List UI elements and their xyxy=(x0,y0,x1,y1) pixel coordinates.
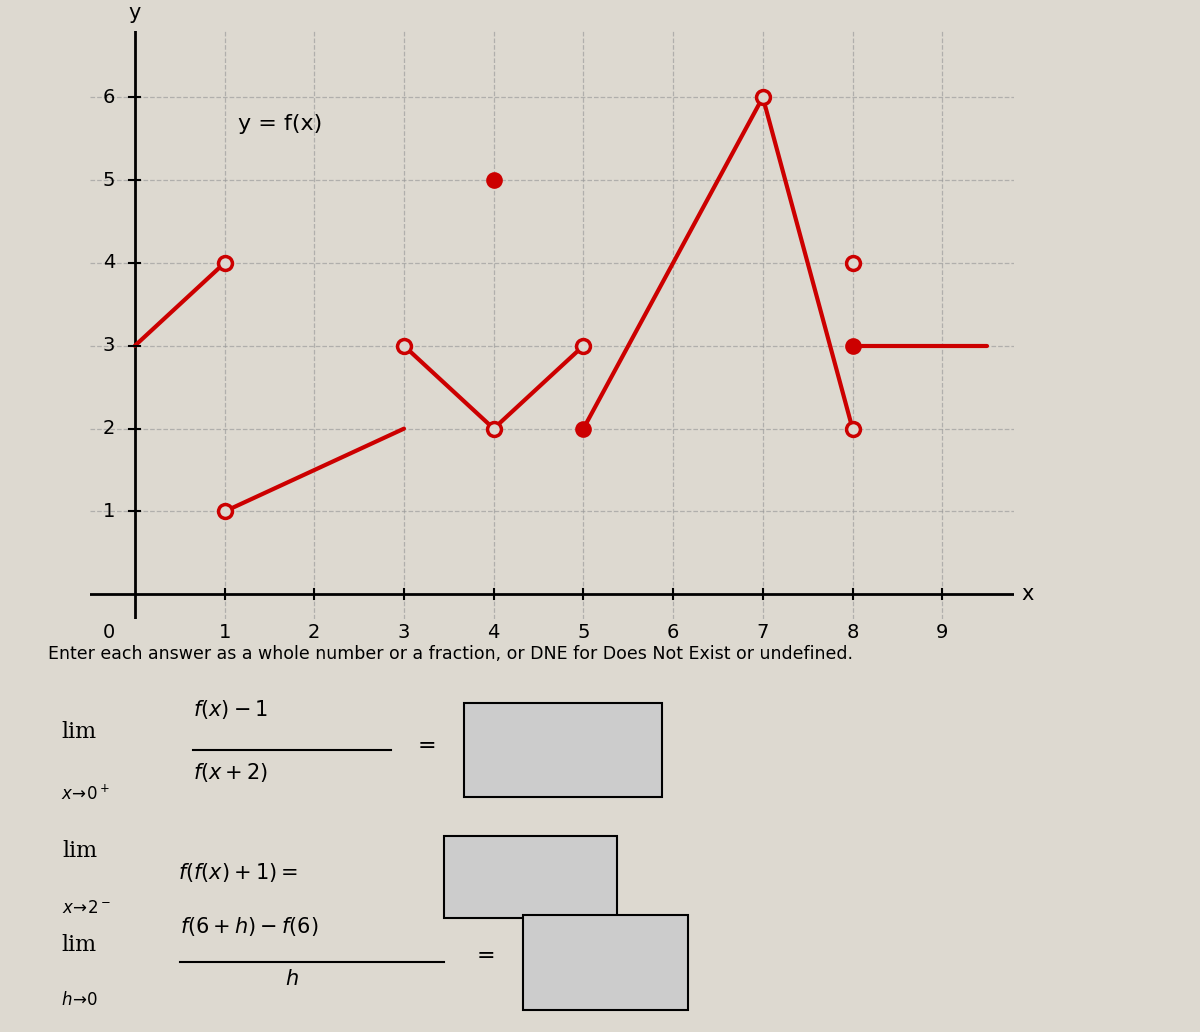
Text: 0: 0 xyxy=(103,623,115,642)
Text: $f(f(x) + 1) =$: $f(f(x) + 1) =$ xyxy=(178,861,298,883)
Text: 2: 2 xyxy=(308,623,320,642)
Text: 7: 7 xyxy=(757,623,769,642)
Text: 4: 4 xyxy=(103,254,115,272)
Text: $h \!\rightarrow\! 0$: $h \!\rightarrow\! 0$ xyxy=(61,992,98,1009)
Text: y: y xyxy=(128,3,142,23)
Text: x: x xyxy=(1021,584,1033,605)
Text: 6: 6 xyxy=(667,623,679,642)
Text: lim: lim xyxy=(62,840,97,863)
FancyBboxPatch shape xyxy=(444,836,617,918)
Text: lim: lim xyxy=(61,720,96,743)
Text: $f(x + 2)$: $f(x + 2)$ xyxy=(193,761,269,783)
Text: 2: 2 xyxy=(103,419,115,439)
Text: 9: 9 xyxy=(936,623,948,642)
Text: =: = xyxy=(478,945,496,967)
Text: 5: 5 xyxy=(103,170,115,190)
Text: 1: 1 xyxy=(103,502,115,521)
Text: 3: 3 xyxy=(103,336,115,355)
Text: Enter each answer as a whole number or a fraction, or DNE for Does Not Exist or : Enter each answer as a whole number or a… xyxy=(48,645,853,663)
Text: $h$: $h$ xyxy=(286,969,299,990)
Text: $f(x) - 1$: $f(x) - 1$ xyxy=(193,699,268,721)
Text: $x \!\rightarrow\! 0^+$: $x \!\rightarrow\! 0^+$ xyxy=(61,784,110,804)
FancyBboxPatch shape xyxy=(464,703,662,797)
Text: 6: 6 xyxy=(103,88,115,106)
Text: 3: 3 xyxy=(397,623,410,642)
FancyBboxPatch shape xyxy=(523,914,689,1009)
Text: =: = xyxy=(418,735,437,757)
Text: lim: lim xyxy=(61,934,96,956)
Text: 4: 4 xyxy=(487,623,500,642)
Text: 5: 5 xyxy=(577,623,589,642)
Text: 1: 1 xyxy=(218,623,230,642)
Text: y = f(x): y = f(x) xyxy=(238,114,323,134)
Text: $f(6 + h) - f(6)$: $f(6 + h) - f(6)$ xyxy=(180,914,318,938)
Text: $x \!\rightarrow\! 2^-$: $x \!\rightarrow\! 2^-$ xyxy=(62,900,112,916)
Text: 8: 8 xyxy=(846,623,859,642)
